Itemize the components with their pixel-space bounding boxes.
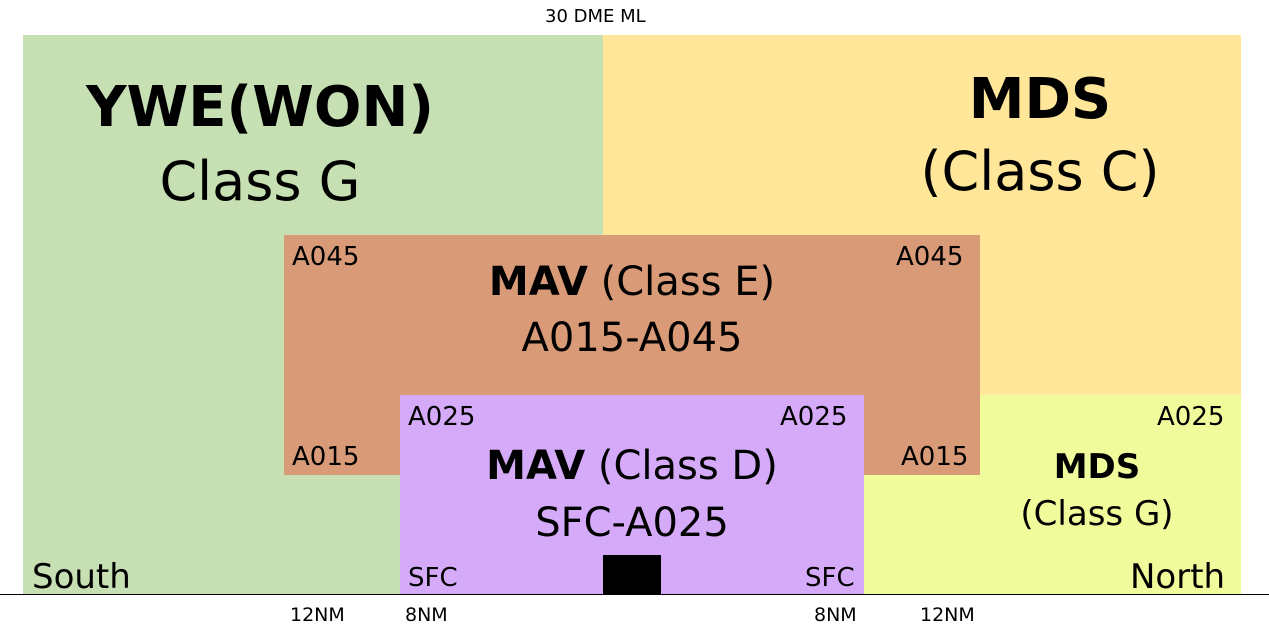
mav-d-title: MAV bbox=[486, 443, 586, 489]
mds-g-top-right-alt: A025 bbox=[1157, 402, 1225, 432]
mav-e-title: MAV bbox=[488, 259, 588, 305]
mav-e-class: (Class E) bbox=[600, 259, 776, 305]
distance-left-outer: 12NM bbox=[290, 604, 345, 626]
mav-d-top-right-alt: A025 bbox=[780, 402, 848, 432]
south-label: South bbox=[32, 557, 131, 597]
mav-e-heading: MAV (Class E) bbox=[400, 262, 864, 302]
mds-c-title: MDS bbox=[968, 67, 1112, 132]
ywe-subtitle: Class G bbox=[159, 150, 361, 213]
mav-e-range: A015-A045 bbox=[521, 315, 743, 361]
mav-d-class: (Class D) bbox=[597, 443, 778, 489]
mav-e-top-left-alt: A045 bbox=[292, 242, 360, 272]
mav-d-heading: MAV (Class D) bbox=[400, 446, 864, 486]
mav-d-bottom-right-alt: SFC bbox=[805, 563, 855, 593]
mds-g-subtitle: (Class G) bbox=[1020, 494, 1174, 534]
airport-marker bbox=[603, 555, 661, 595]
top-label: 30 DME ML bbox=[545, 6, 646, 27]
distance-right-inner: 8NM bbox=[814, 604, 857, 626]
distance-left-inner: 8NM bbox=[405, 604, 448, 626]
mav-d-top-left-alt: A025 bbox=[408, 402, 476, 432]
mav-e-top-right-alt: A045 bbox=[896, 242, 964, 272]
mds-c-subtitle: (Class C) bbox=[920, 140, 1160, 203]
mds-g-title: MDS bbox=[1053, 447, 1141, 487]
north-label: North bbox=[1130, 557, 1226, 597]
mav-d-bottom-left-alt: SFC bbox=[408, 563, 458, 593]
mav-d-range: SFC-A025 bbox=[535, 500, 729, 546]
ground-line bbox=[0, 594, 1269, 595]
mav-e-bottom-left-alt: A015 bbox=[292, 442, 360, 472]
mav-e-bottom-right-alt: A015 bbox=[901, 442, 969, 472]
distance-right-outer: 12NM bbox=[920, 604, 975, 626]
ywe-title: YWE(WON) bbox=[85, 75, 434, 140]
